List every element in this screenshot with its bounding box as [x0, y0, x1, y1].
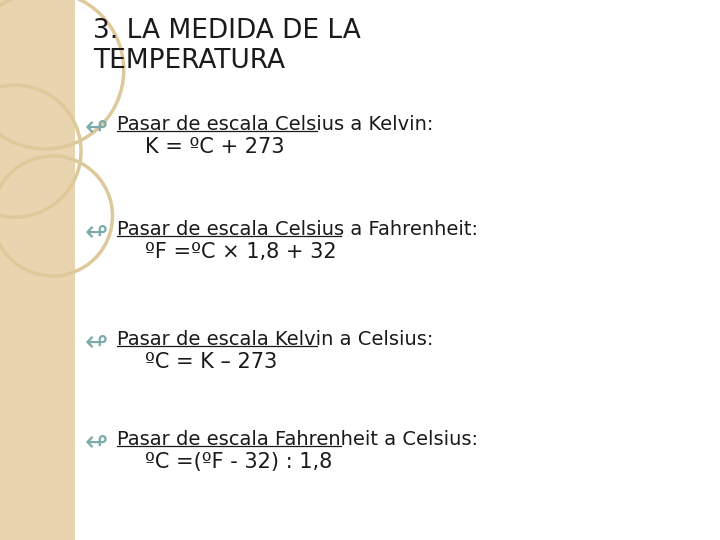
Text: ºF =ºC × 1,8 + 32: ºF =ºC × 1,8 + 32 [145, 242, 337, 262]
Text: ↫: ↫ [85, 328, 108, 356]
Text: TEMPERATURA: TEMPERATURA [93, 48, 285, 74]
Text: 3. LA MEDIDA DE LA: 3. LA MEDIDA DE LA [93, 18, 361, 44]
Text: Pasar de escala Fahrenheit a Celsius:: Pasar de escala Fahrenheit a Celsius: [117, 430, 478, 449]
Text: ↫: ↫ [85, 428, 108, 456]
Text: ºC =(ºF - 32) : 1,8: ºC =(ºF - 32) : 1,8 [145, 452, 332, 472]
Text: ↫: ↫ [85, 218, 108, 246]
Text: Pasar de escala Celsius a Fahrenheit:: Pasar de escala Celsius a Fahrenheit: [117, 220, 478, 239]
Text: ºC = K – 273: ºC = K – 273 [145, 352, 277, 372]
Text: ↫: ↫ [85, 113, 108, 141]
Text: K = ºC + 273: K = ºC + 273 [145, 137, 284, 157]
Bar [0, 0, 75, 540]
Text: Pasar de escala Celsius a Kelvin:: Pasar de escala Celsius a Kelvin: [117, 115, 433, 134]
Text: Pasar de escala Kelvin a Celsius:: Pasar de escala Kelvin a Celsius: [117, 330, 433, 349]
